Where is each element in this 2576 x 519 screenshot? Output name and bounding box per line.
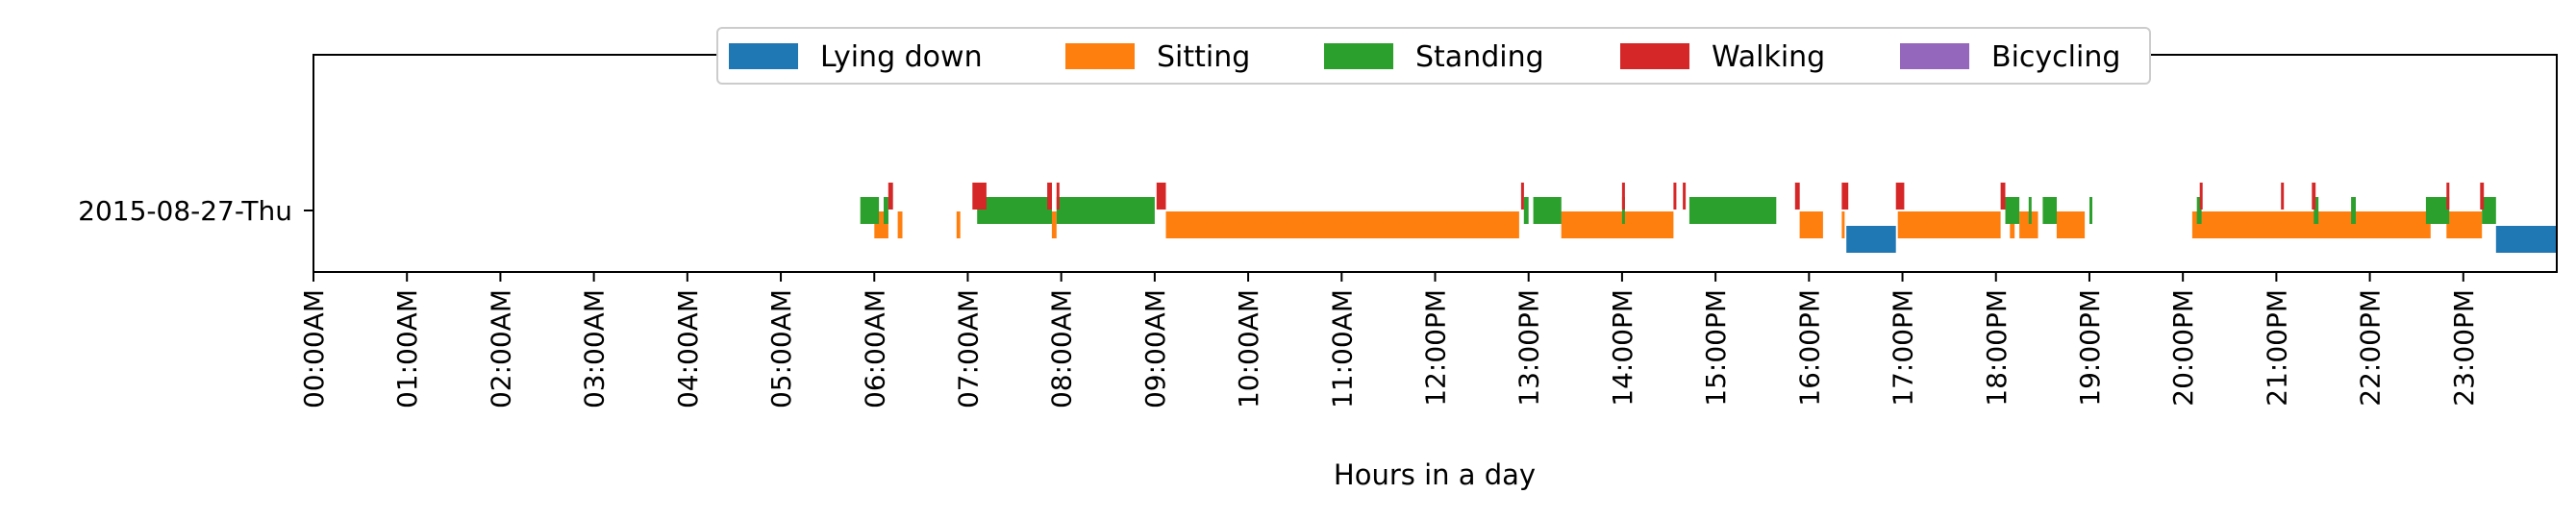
legend-label-standing: Standing <box>1415 40 1544 74</box>
y-axis: 2015-08-27-Thu <box>78 195 313 227</box>
bar-sitting-11 <box>2056 211 2086 238</box>
x-tick-label: 13:00PM <box>1513 289 1545 407</box>
x-tick-label: 23:00PM <box>2448 289 2480 407</box>
bar-standing-1 <box>884 197 888 224</box>
x-tick-label: 06:00AM <box>859 289 890 408</box>
bar-walking-7 <box>1673 183 1677 210</box>
x-tick-label: 10:00AM <box>1233 289 1264 408</box>
bar-standing-3 <box>1056 197 1155 224</box>
bar-sitting-5 <box>1561 211 1674 238</box>
bar-sitting-13 <box>2446 211 2483 238</box>
legend-label-bicycling: Bicycling <box>1991 40 2120 74</box>
x-tick-label: 00:00AM <box>298 289 330 408</box>
bar-walking-1 <box>972 183 987 210</box>
plot-frame <box>313 54 2558 273</box>
legend-label-lying-down: Lying down <box>820 40 983 74</box>
y-tick-label: 2015-08-27-Thu <box>78 195 292 227</box>
legend-swatch-lying-down <box>729 43 798 69</box>
legend-label-sitting: Sitting <box>1157 40 1250 74</box>
bar-standing-11 <box>2089 197 2092 224</box>
x-tick-label: 16:00PM <box>1793 289 1825 407</box>
x-tick-label: 15:00PM <box>1700 289 1732 407</box>
bar-standing-10 <box>2042 197 2057 224</box>
bar-sitting-6 <box>1799 211 1823 238</box>
legend-swatch-sitting <box>1065 43 1135 69</box>
x-tick-label: 20:00PM <box>2167 289 2199 407</box>
x-axis-label: Hours in a day <box>1334 458 1536 491</box>
bar-standing-12 <box>2196 197 2202 224</box>
bar-standing-13 <box>2313 197 2319 224</box>
bar-sitting-12 <box>2191 211 2431 238</box>
bar-sitting-3 <box>1051 211 1057 238</box>
bar-sitting-1 <box>897 211 903 238</box>
bar-standing-14 <box>2351 197 2356 224</box>
bar-walking-4 <box>1156 183 1166 210</box>
bar-walking-0 <box>888 183 893 210</box>
bar-walking-14 <box>2281 183 2285 210</box>
bar-walking-17 <box>2480 183 2485 210</box>
x-tick-label: 02:00AM <box>485 289 516 408</box>
bar-walking-11 <box>1895 183 1905 210</box>
bar-sitting-2 <box>956 211 961 238</box>
x-tick-label: 07:00AM <box>952 289 984 408</box>
bar-walking-10 <box>1841 183 1849 210</box>
x-tick-label: 03:00AM <box>579 289 611 408</box>
bar-standing-5 <box>1533 197 1562 224</box>
bar-standing-16 <box>2482 197 2496 224</box>
bar-sitting-10 <box>2019 211 2038 238</box>
bar-standing-8 <box>2005 197 2020 224</box>
x-tick-label: 09:00AM <box>1139 289 1171 408</box>
bar-sitting-7 <box>1841 211 1845 238</box>
bar-standing-15 <box>2425 197 2450 224</box>
bar-walking-3 <box>1056 183 1060 210</box>
bar-walking-2 <box>1047 183 1052 210</box>
bar-standing-0 <box>860 197 880 224</box>
legend-box <box>716 27 2151 85</box>
bar-walking-15 <box>2312 183 2316 210</box>
bar-walking-5 <box>1520 183 1524 210</box>
legend-swatch-walking <box>1620 43 1689 69</box>
bar-walking-13 <box>2199 183 2203 210</box>
x-tick-label: 18:00PM <box>1981 289 2013 407</box>
bar-standing-4 <box>1523 197 1529 224</box>
legend-label-walking: Walking <box>1712 40 1825 74</box>
x-axis: 00:00AM 01:00AM 02:00AM 03:00AM 04:00AM 05:00… <box>298 272 2480 408</box>
bar-walking-6 <box>1621 183 1625 210</box>
x-tick-label: 17:00PM <box>1888 289 1919 407</box>
bar-standing-7 <box>1688 197 1777 224</box>
bar-sitting-8 <box>1897 211 2001 238</box>
bar-walking-9 <box>1794 183 1800 210</box>
x-tick-label: 01:00AM <box>391 289 423 408</box>
bar-standing-2 <box>977 197 1052 224</box>
legend-swatch-bicycling <box>1900 43 1969 69</box>
x-tick-label: 19:00PM <box>2074 289 2106 407</box>
bar-walking-16 <box>2446 183 2450 210</box>
bar-standing-9 <box>2028 197 2032 224</box>
legend-swatch-standing <box>1324 43 1393 69</box>
x-tick-label: 08:00AM <box>1046 289 1078 408</box>
x-tick-label: 14:00PM <box>1607 289 1638 407</box>
bar-walking-12 <box>2000 183 2006 210</box>
bars-layer <box>860 183 2557 253</box>
legend: Lying down Sitting Standing Walking Bicyclin… <box>716 27 2151 85</box>
x-tick-label: 11:00AM <box>1326 289 1358 408</box>
bar-standing-6 <box>1621 197 1625 224</box>
bar-sitting-4 <box>1165 211 1519 238</box>
x-tick-label: 04:00AM <box>672 289 704 408</box>
x-tick-label: 05:00AM <box>765 289 797 408</box>
x-tick-label: 22:00PM <box>2355 289 2387 407</box>
bar-lying-down-1 <box>2495 226 2557 253</box>
x-tick-label: 21:00PM <box>2261 289 2292 407</box>
bar-sitting-9 <box>2010 211 2015 238</box>
x-tick-label: 12:00PM <box>1420 289 1452 407</box>
bar-walking-8 <box>1683 183 1687 210</box>
bar-lying-down-0 <box>1846 226 1896 253</box>
